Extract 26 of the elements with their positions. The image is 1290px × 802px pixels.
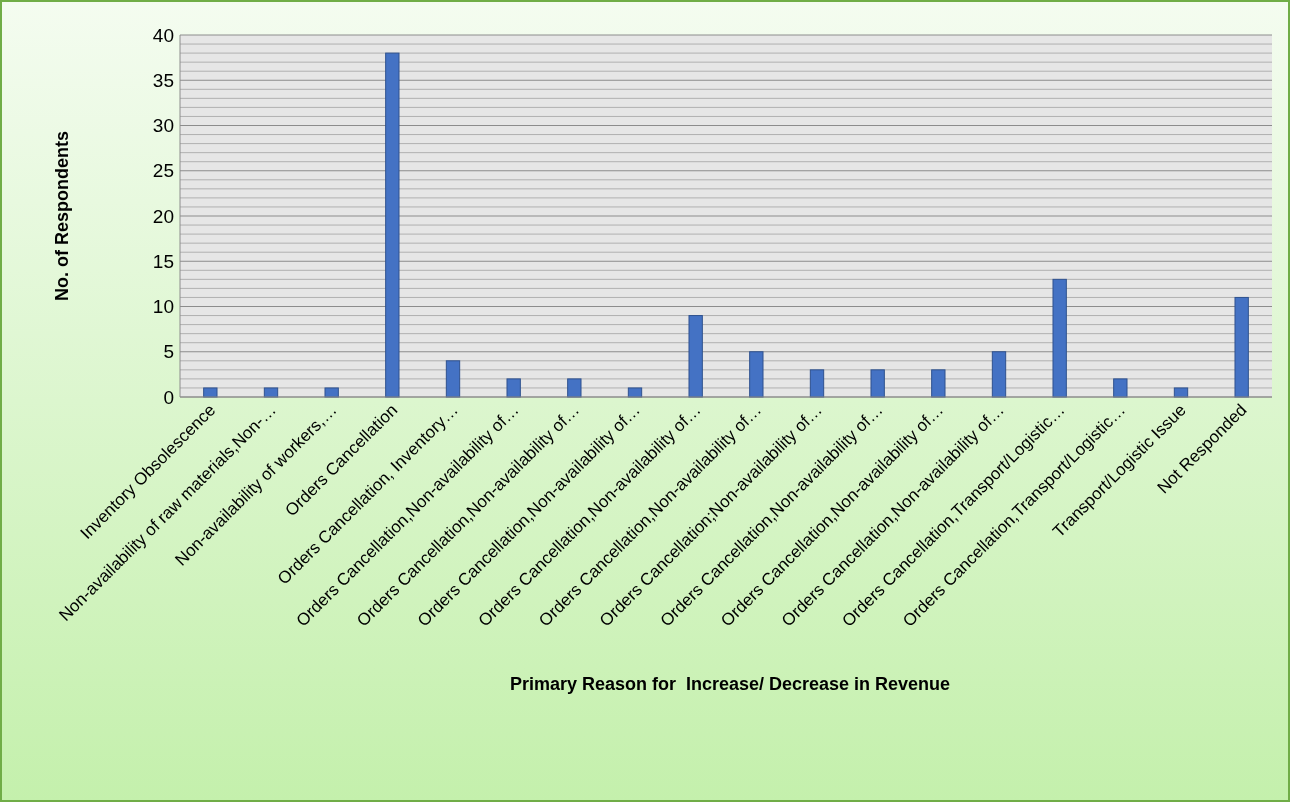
bar [445, 360, 461, 398]
bar [1234, 296, 1249, 398]
y-axis-title: No. of Respondents [52, 131, 72, 301]
bar [1113, 378, 1128, 398]
y-tick-label: 35 [152, 69, 174, 91]
bar [870, 369, 885, 398]
y-tick-label: 15 [152, 250, 174, 272]
x-axis-title: Primary Reason for Increase/ Decrease in Revenue [509, 674, 951, 694]
bar [506, 378, 521, 398]
y-tick-label: 25 [152, 160, 174, 182]
bar [749, 351, 764, 398]
bar [203, 387, 218, 398]
y-tick-label: 10 [152, 296, 174, 318]
y-tick-label: 0 [163, 386, 174, 408]
bar [567, 378, 582, 398]
bar [809, 369, 825, 398]
y-tick-label: 20 [152, 205, 174, 227]
bar [385, 52, 400, 398]
y-tick-label: 5 [163, 341, 174, 363]
bar [991, 351, 1007, 398]
bar [688, 315, 703, 398]
bar [931, 369, 946, 398]
y-tick-label: 40 [152, 24, 174, 46]
bar [324, 387, 339, 398]
y-tick-label: 30 [152, 115, 174, 137]
bar [1052, 278, 1067, 398]
